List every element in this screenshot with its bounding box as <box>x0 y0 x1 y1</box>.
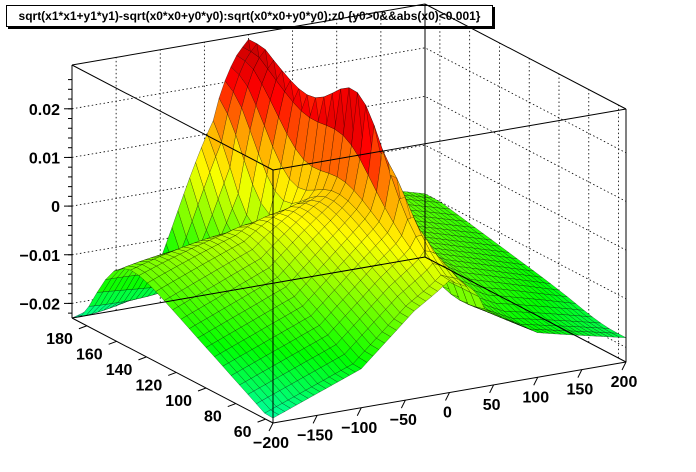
z-tick-label-0: −0.02 <box>20 296 61 313</box>
surface-layer <box>71 39 627 419</box>
y-tick-1 <box>227 403 236 408</box>
axis-frame <box>71 3 627 424</box>
x-tick-2 <box>356 407 362 416</box>
frame-edge-1 <box>71 317 274 424</box>
y-tick-label-5: 160 <box>76 346 103 363</box>
x-tick-0 <box>268 422 274 432</box>
z-tick-label-1: −0.01 <box>20 248 61 265</box>
x-tick-label-6: 100 <box>522 389 549 406</box>
y-tick-2 <box>197 387 207 392</box>
y-tick-4 <box>138 356 147 361</box>
y-tick-3 <box>168 371 177 376</box>
frame-edge-11 <box>71 256 426 319</box>
y-tick-label-1: 80 <box>204 409 222 426</box>
tick-labels: −200 −150 −100 −50 0 50 100 150 2006080100120140… <box>20 102 638 452</box>
frame-edge-4 <box>71 3 426 66</box>
x-tick-1 <box>312 415 318 424</box>
z-tick-label-2: 0 <box>51 199 60 216</box>
x-tick-8 <box>621 361 627 371</box>
chart-title: sqrt(x1*x1+y1*y1)-sqrt(x0*x0+y0*y0):sqrt… <box>6 5 493 27</box>
frame-edge-9 <box>424 256 627 363</box>
z-tick-label-4: 0.02 <box>29 102 60 119</box>
surface-cell <box>611 332 627 338</box>
x-tick-label-8: 200 <box>611 374 638 391</box>
x-tick-label-0: −200 <box>253 435 289 452</box>
x-tick-5 <box>489 384 495 394</box>
tick-marks <box>64 79 627 432</box>
x-tick-4 <box>445 392 450 401</box>
frame-edge-7 <box>272 108 627 171</box>
x-tick-label-2: −100 <box>341 420 377 437</box>
x-tick-label-4: 0 <box>443 405 452 422</box>
y-tick-0 <box>257 418 266 423</box>
y-tick-label-0: 60 <box>234 424 252 441</box>
x-tick-3 <box>400 399 406 409</box>
y-tick-6 <box>78 325 88 330</box>
z-gridline-1 <box>71 193 627 300</box>
x-tick-label-7: 150 <box>567 382 594 399</box>
frame-edge-5 <box>71 64 274 171</box>
x-tick-7 <box>577 369 583 378</box>
y-tick-5 <box>108 340 117 345</box>
frame-edge-6 <box>424 3 627 110</box>
y-tick-label-6: 180 <box>46 331 73 348</box>
z-tick-label-3: 0.01 <box>29 150 60 167</box>
y-tick-label-4: 140 <box>106 362 133 379</box>
y-tick-label-3: 120 <box>136 377 163 394</box>
y-tick-label-2: 100 <box>165 393 192 410</box>
x-tick-label-5: 50 <box>483 397 501 414</box>
x-tick-label-3: −50 <box>390 412 417 429</box>
z-gridline-2 <box>71 144 627 251</box>
x-tick-label-1: −150 <box>297 427 333 444</box>
x-tick-6 <box>533 377 539 386</box>
